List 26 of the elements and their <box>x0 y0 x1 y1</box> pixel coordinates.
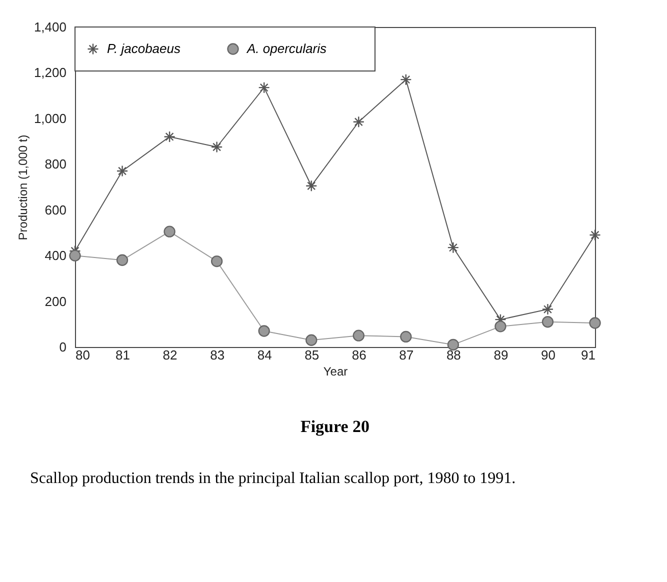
y-tick-label: 200 <box>44 294 66 309</box>
x-tick-label: 85 <box>304 348 320 362</box>
x-tick-label: 91 <box>581 348 596 362</box>
x-tick-label: 80 <box>76 348 90 362</box>
y-tick-label: 400 <box>44 248 66 264</box>
y-tick-label: 0 <box>59 340 66 354</box>
x-tick-label: 88 <box>446 348 461 362</box>
x-tick-label: 87 <box>399 348 414 362</box>
x-tick-label: 81 <box>116 348 130 362</box>
x-tick-label: 84 <box>257 348 272 362</box>
x-tick-label: 86 <box>352 348 366 362</box>
legend-label: A. opercularis <box>246 41 327 56</box>
y-tick-label: 600 <box>44 202 66 218</box>
y-tick-label: 1,400 <box>34 20 66 34</box>
text: Figure 20 <box>300 417 370 436</box>
y-tick-label: 1,200 <box>34 65 66 80</box>
y-axis-title: Production (1,000 t) <box>16 134 30 240</box>
legend-label: P. jacobaeus <box>107 41 181 56</box>
x-tick-label: 90 <box>540 348 556 362</box>
x-tick-label: 83 <box>210 348 225 362</box>
x-tick-label: 89 <box>494 348 508 362</box>
text: Scallop production trends in the principal Italian scallop port, 1980 to 1991. <box>30 470 516 487</box>
x-tick-label: 82 <box>162 348 178 362</box>
y-tick-label: 800 <box>44 156 66 172</box>
y-tick-label: 1,000 <box>34 110 66 126</box>
x-axis-title: Year <box>323 364 348 378</box>
